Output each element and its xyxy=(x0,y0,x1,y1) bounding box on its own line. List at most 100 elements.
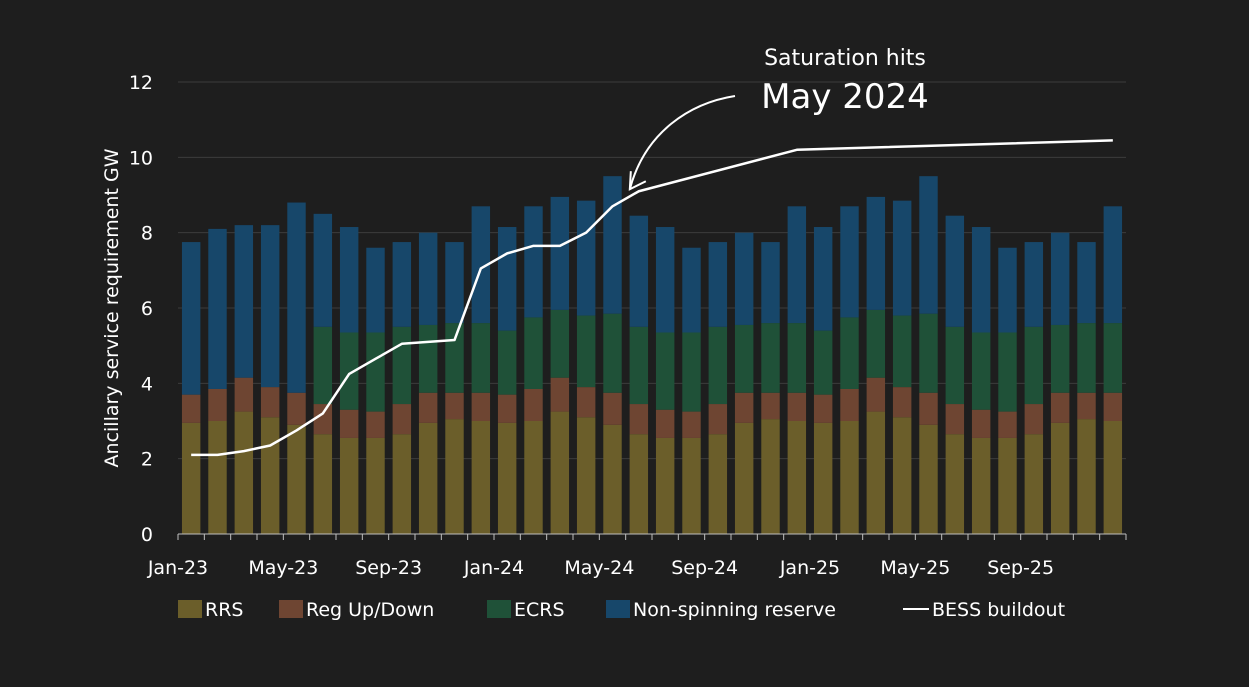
bar-segment-3 xyxy=(497,227,517,331)
bar-segment-1 xyxy=(734,392,754,423)
bar-segment-1 xyxy=(603,392,622,425)
x-tick-label: May-24 xyxy=(564,557,634,579)
bar-segment-0 xyxy=(339,437,359,534)
bar-segment-0 xyxy=(550,411,570,534)
axes: 0 2 4 6 8 10 12 Jan-23 May-23 Sep-23 Jan-24 May-24 S… xyxy=(129,72,1127,579)
bar-segment-0 xyxy=(603,424,622,534)
bar-segment-0 xyxy=(208,421,227,534)
bar-segment-3 xyxy=(655,227,675,333)
bar-segment-1 xyxy=(761,392,780,420)
legend-swatch-3 xyxy=(606,600,630,618)
bar-segment-1 xyxy=(629,404,649,435)
bar-segment-0 xyxy=(1077,419,1096,534)
x-tick-label: May-25 xyxy=(880,557,950,579)
bar-segment-3 xyxy=(998,247,1017,333)
legend-label-line: BESS buildout xyxy=(932,599,1065,621)
bar-segment-0 xyxy=(971,437,991,534)
bar-segment-3 xyxy=(1024,242,1044,327)
bar-segment-2 xyxy=(787,323,807,393)
bar-segment-1 xyxy=(392,404,412,435)
bar-segment-1 xyxy=(787,392,807,421)
bess-line-layer xyxy=(191,139,1113,457)
bar-segment-2 xyxy=(682,332,701,412)
bar-segment-1 xyxy=(866,377,886,412)
bar-segment-0 xyxy=(1103,421,1123,534)
bar-segment-3 xyxy=(181,242,201,395)
bar-segment-3 xyxy=(787,206,807,324)
bar-segment-1 xyxy=(682,411,701,438)
bar-segment-0 xyxy=(998,437,1017,534)
bars xyxy=(181,176,1123,534)
legend: RRS Reg Up/Down ECRS Non-spinning reserve BE… xyxy=(178,599,1065,621)
bar-segment-3 xyxy=(339,227,359,333)
bar-segment-2 xyxy=(366,332,385,412)
bar-segment-2 xyxy=(603,313,622,393)
bar-segment-2 xyxy=(655,332,675,410)
bar-segment-1 xyxy=(1077,392,1096,420)
bar-segment-2 xyxy=(392,326,412,405)
legend-label-1: Reg Up/Down xyxy=(306,599,434,621)
y-tick-label: 6 xyxy=(141,298,153,320)
bar-segment-2 xyxy=(708,326,728,405)
bar-segment-1 xyxy=(1103,392,1123,421)
legend-swatch-2 xyxy=(487,600,511,618)
bar-segment-1 xyxy=(1050,392,1070,423)
legend-label-3: Non-spinning reserve xyxy=(633,599,836,621)
legend-label-0: RRS xyxy=(205,599,243,621)
x-tick-label: Jan-24 xyxy=(463,557,524,579)
bar-segment-1 xyxy=(497,394,517,423)
bar-segment-1 xyxy=(287,392,306,425)
bar-segment-1 xyxy=(339,409,359,438)
bar-segment-2 xyxy=(445,323,464,393)
bar-segment-1 xyxy=(708,404,728,435)
bar-segment-3 xyxy=(761,242,780,324)
bar-segment-3 xyxy=(1103,206,1123,324)
legend-swatch-1 xyxy=(279,600,303,618)
y-tick-label: 8 xyxy=(141,223,153,245)
bar-segment-0 xyxy=(418,422,438,534)
bar-segment-1 xyxy=(971,409,991,438)
annotation-line-1: Saturation hits xyxy=(764,46,926,71)
x-tick-label: Sep-24 xyxy=(671,557,738,579)
bar-segment-0 xyxy=(366,437,385,534)
y-axis-title: Ancillary service requirement GW xyxy=(101,148,123,467)
x-tick-label: Sep-23 xyxy=(355,557,422,579)
bar-segment-3 xyxy=(366,247,385,333)
bar-segment-0 xyxy=(655,437,675,534)
bar-segment-2 xyxy=(761,323,780,393)
bar-segment-2 xyxy=(1050,324,1070,393)
bess-buildout-line xyxy=(191,139,1113,457)
annotation-arrow xyxy=(628,95,736,190)
bar-segment-3 xyxy=(682,247,701,333)
y-tick-label: 2 xyxy=(141,449,153,471)
bar-segment-0 xyxy=(734,422,754,534)
bar-segment-3 xyxy=(287,202,306,393)
bar-segment-0 xyxy=(945,434,965,534)
bar-segment-2 xyxy=(339,332,359,410)
bar-segment-0 xyxy=(260,417,280,534)
bar-segment-2 xyxy=(734,324,754,393)
bar-segment-2 xyxy=(497,330,517,395)
bar-segment-0 xyxy=(761,419,780,534)
bar-segment-1 xyxy=(445,392,464,420)
bar-segment-3 xyxy=(313,213,333,327)
bar-segment-2 xyxy=(1077,323,1096,393)
y-tick-label: 12 xyxy=(129,72,153,94)
bar-segment-3 xyxy=(945,215,965,327)
bar-segment-3 xyxy=(471,206,491,324)
bar-segment-3 xyxy=(576,200,596,316)
bar-segment-3 xyxy=(208,228,227,389)
bar-segment-2 xyxy=(313,326,333,405)
bar-segment-3 xyxy=(392,242,412,327)
bar-segment-3 xyxy=(1050,232,1070,325)
y-tick-label: 10 xyxy=(129,147,153,169)
bar-segment-0 xyxy=(1024,434,1044,534)
bar-segment-1 xyxy=(418,392,438,423)
bar-segment-3 xyxy=(971,227,991,333)
bar-segment-1 xyxy=(260,387,280,418)
bar-segment-3 xyxy=(892,200,912,316)
bar-segment-1 xyxy=(840,388,859,421)
bar-segment-3 xyxy=(1077,242,1096,324)
bar-segment-2 xyxy=(945,326,965,405)
